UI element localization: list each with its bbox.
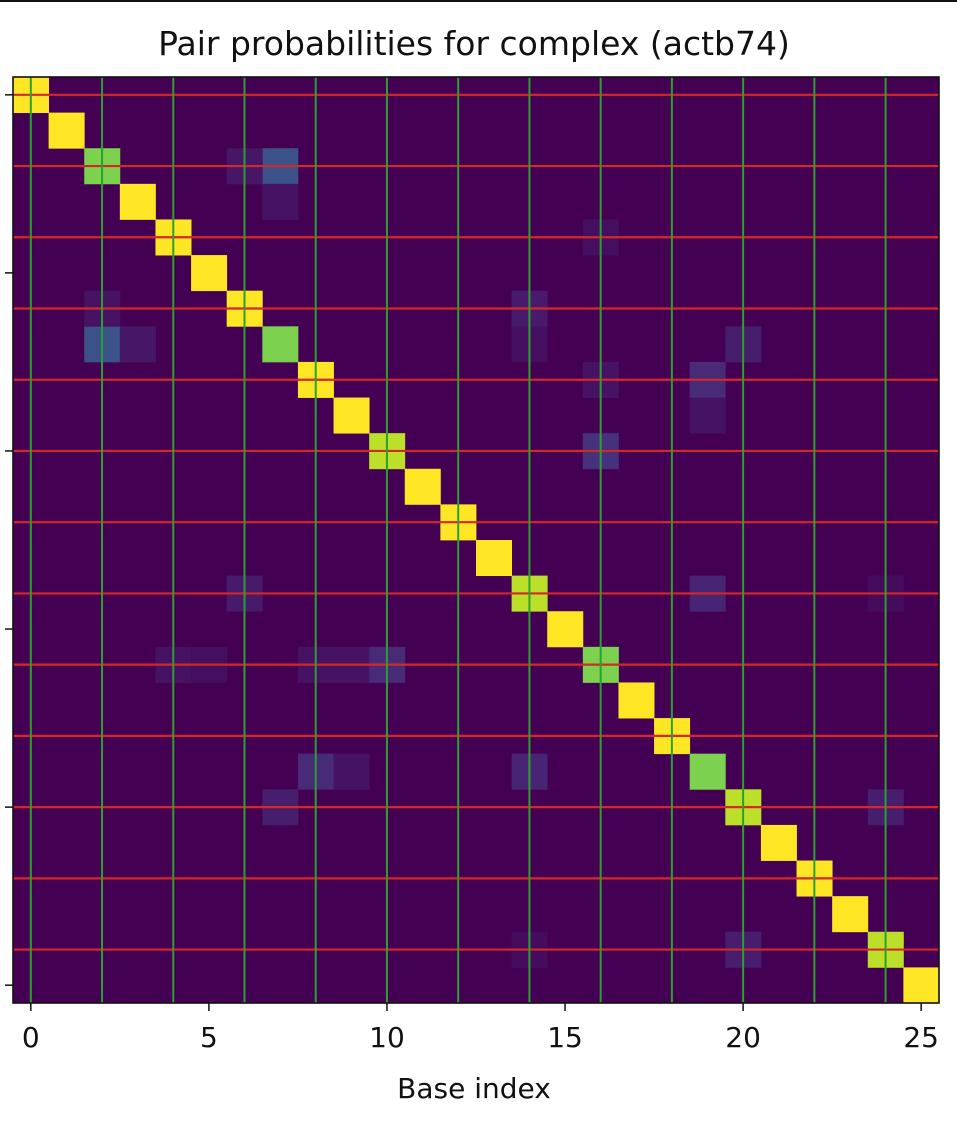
heatmap-diagonal-cell	[832, 896, 869, 933]
heatmap-diagonal-cell	[48, 112, 85, 149]
x-tick-label: 20	[725, 1021, 761, 1054]
x-tick-label: 0	[22, 1021, 40, 1054]
heatmap-cell	[262, 183, 299, 220]
heatmap-diagonal-cell	[476, 540, 513, 577]
heatmap-cell	[689, 397, 726, 434]
heatmap-cell	[119, 326, 156, 363]
x-tick-label: 10	[369, 1021, 405, 1054]
y-axis	[5, 94, 13, 986]
plot-frame	[12, 76, 940, 1004]
heatmap-diagonal-cell	[618, 682, 655, 719]
heatmap-diagonal-cell	[262, 326, 299, 363]
x-axis: 0 5 10 15 20 25	[22, 1003, 939, 1054]
heatmap-diagonal-cell	[404, 468, 441, 505]
x-tick-label: 5	[200, 1021, 218, 1054]
heatmap-diagonal-cell	[191, 255, 228, 292]
x-tick-label: 25	[903, 1021, 939, 1054]
chart-title: Pair probabilities for complex (actb74)	[158, 24, 790, 63]
heatmap-diagonal-cell	[547, 611, 584, 648]
x-tick-label: 15	[547, 1021, 583, 1054]
heatmap-diagonal-cell	[119, 183, 156, 220]
heatmap-cell	[333, 753, 370, 790]
plot-area	[12, 76, 940, 1004]
heatmap-diagonal-cell	[903, 967, 940, 1004]
heatmap-diagonal-cell	[333, 397, 370, 434]
x-axis-label: Base index	[397, 1072, 551, 1105]
top-border	[0, 0, 957, 2]
heatmap-diagonal-cell	[689, 753, 726, 790]
heatmap-diagonal-cell	[760, 824, 797, 861]
guide-lines	[13, 77, 939, 1003]
